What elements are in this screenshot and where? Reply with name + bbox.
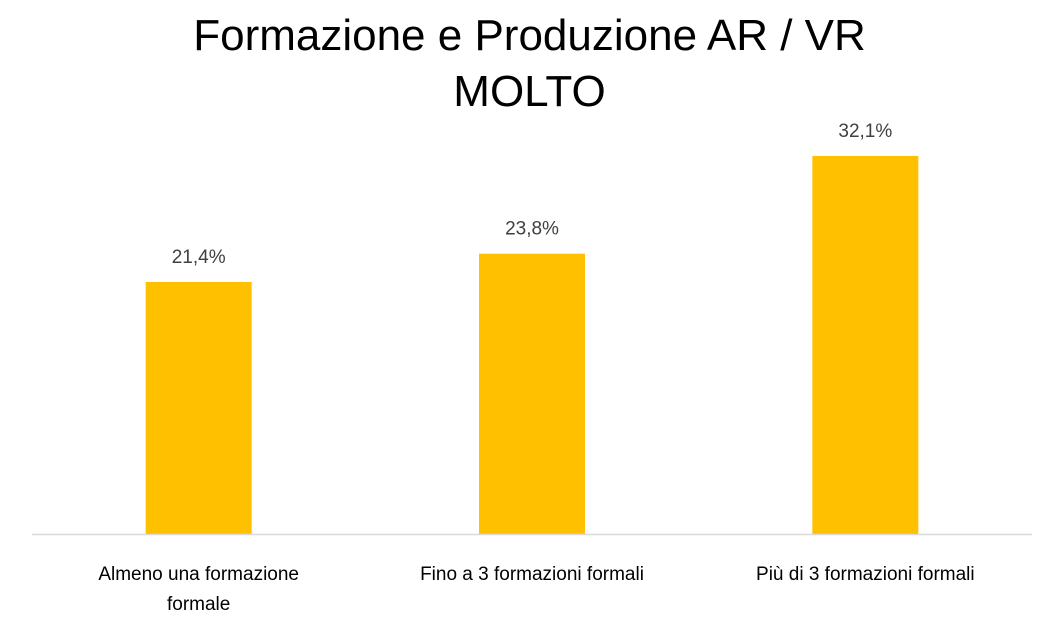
bar-1 — [145, 281, 252, 534]
category-label-line: Almeno una formazione — [98, 564, 299, 585]
category-labels-layer: Almeno una formazione formale Fino a 3 for… — [98, 564, 974, 615]
category-label-line: formale — [167, 594, 230, 615]
data-labels-layer: 21,4% 23,8% 32,1% — [172, 121, 893, 268]
bars-layer — [145, 155, 919, 534]
chart-title: Formazione e Produzione AR / VR — [193, 11, 866, 60]
category-label-line: Fino a 3 formazioni formali — [420, 564, 644, 585]
data-label-3: 32,1% — [838, 121, 892, 142]
bar-2 — [479, 253, 585, 534]
data-label-1: 21,4% — [172, 247, 226, 268]
data-label-2: 23,8% — [505, 219, 559, 240]
category-label-3: Più di 3 formazioni formali — [756, 564, 975, 585]
chart-subtitle: MOLTO — [453, 67, 606, 116]
chart-title-block: Formazione e Produzione AR / VR MOLTO — [0, 8, 1059, 120]
bar-3 — [812, 155, 919, 534]
category-label-line: Più di 3 formazioni formali — [756, 564, 975, 585]
category-label-1: Almeno una formazione formale — [98, 564, 299, 615]
category-label-2: Fino a 3 formazioni formali — [420, 564, 644, 585]
